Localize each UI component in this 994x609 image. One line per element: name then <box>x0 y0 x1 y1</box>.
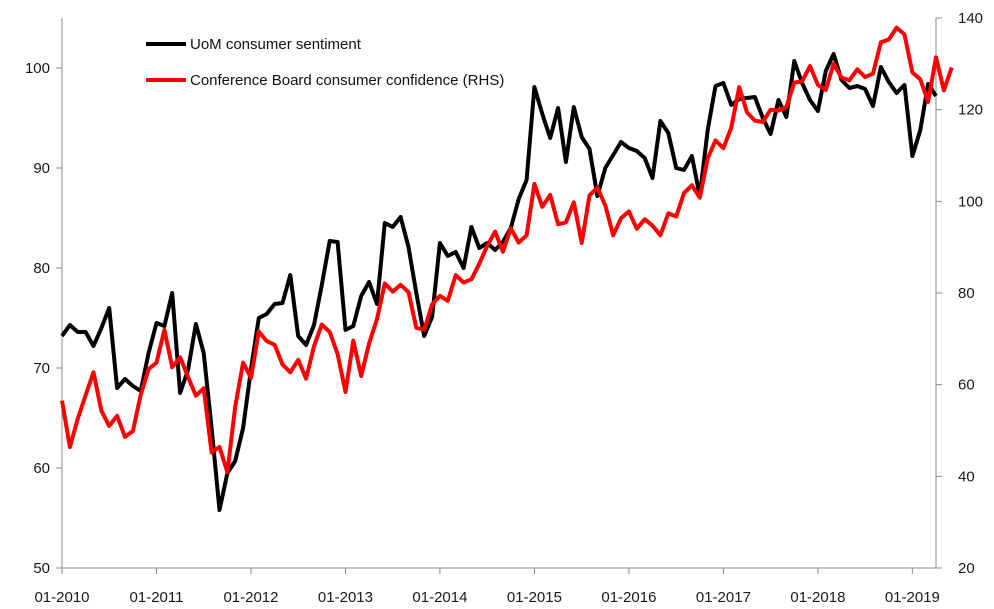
x-tick-label: 01-2015 <box>507 589 562 606</box>
y-right-tick-label: 80 <box>958 285 975 302</box>
y-right-tick-label: 60 <box>958 377 975 394</box>
legend: UoM consumer sentiment Conference Board c… <box>146 36 504 89</box>
x-tick-label: 01-2018 <box>790 589 845 606</box>
legend-label-conference-board: Conference Board consumer confidence (RH… <box>190 72 504 89</box>
y-left-tick-label: 90 <box>33 160 50 177</box>
series-line-uom-sentiment <box>60 52 938 512</box>
x-tick-label: 01-2010 <box>34 589 89 606</box>
x-tick-label: 01-2012 <box>223 589 278 606</box>
x-tick-label: 01-2019 <box>885 589 940 606</box>
x-tick-label: 01-2011 <box>130 589 184 606</box>
legend-label-uom-sentiment: UoM consumer sentiment <box>190 36 362 53</box>
x-tick-label: 01-2017 <box>696 589 751 606</box>
series-line-conference-board-confidence <box>60 25 954 475</box>
x-tick-label: 01-2013 <box>318 589 373 606</box>
axes: 50 60 70 80 90 100 20 40 60 80 100 120 140 01-2010 01-… <box>25 10 983 606</box>
y-right-tick-label: 20 <box>958 560 975 577</box>
y-right-tick-label: 120 <box>958 102 983 119</box>
y-left-tick-label: 80 <box>33 260 50 277</box>
y-left-tick-label: 100 <box>25 60 50 77</box>
y-left-tick-label: 70 <box>33 360 50 377</box>
x-tick-label: 01-2014 <box>412 589 467 606</box>
y-right-tick-label: 100 <box>958 193 983 210</box>
y-left-tick-label: 60 <box>33 460 50 477</box>
y-left-tick-label: 50 <box>33 560 50 577</box>
x-tick-label: 01-2016 <box>601 589 656 606</box>
series-layer <box>60 25 954 512</box>
y-right-tick-label: 40 <box>958 468 975 485</box>
y-right-tick-label: 140 <box>958 10 983 27</box>
